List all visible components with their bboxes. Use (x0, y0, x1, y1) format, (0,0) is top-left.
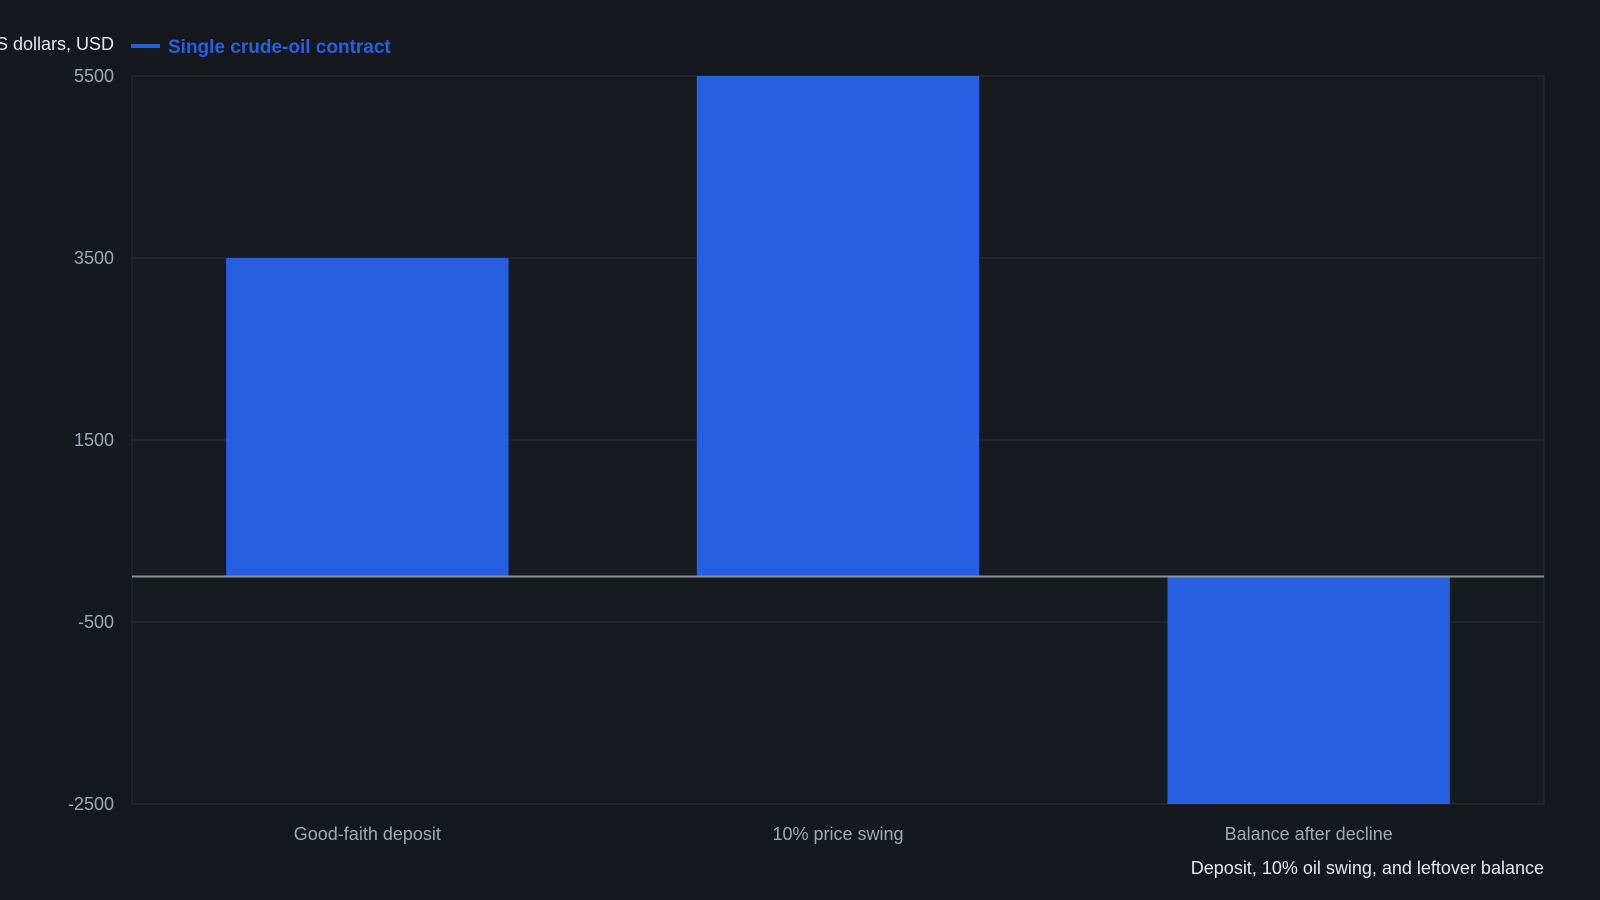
x-tick-label: Balance after decline (1225, 824, 1393, 844)
legend-label: Single crude-oil contract (168, 37, 391, 58)
y-tick-label: 3500 (74, 248, 114, 268)
y-tick-label: -2500 (68, 794, 114, 814)
y-axis-label: US dollars, USD (0, 34, 114, 54)
x-tick-label: Good-faith deposit (294, 824, 441, 844)
legend: Single crude-oil contract (131, 37, 391, 58)
y-tick-label: 1500 (74, 430, 114, 450)
bar (226, 258, 509, 577)
bars (226, 76, 1450, 804)
bar (696, 76, 980, 577)
x-tick-label: 10% price swing (772, 824, 903, 844)
x-axis-label: Deposit, 10% oil swing, and leftover bal… (1191, 858, 1544, 878)
x-axis-ticks: Good-faith deposit 10% price swing Balance… (294, 824, 1393, 844)
y-tick-label: -500 (78, 612, 114, 632)
y-axis-ticks: 5500 3500 1500 -500 -2500 (68, 66, 114, 814)
y-tick-label: 5500 (74, 66, 114, 86)
bar (1167, 576, 1450, 804)
